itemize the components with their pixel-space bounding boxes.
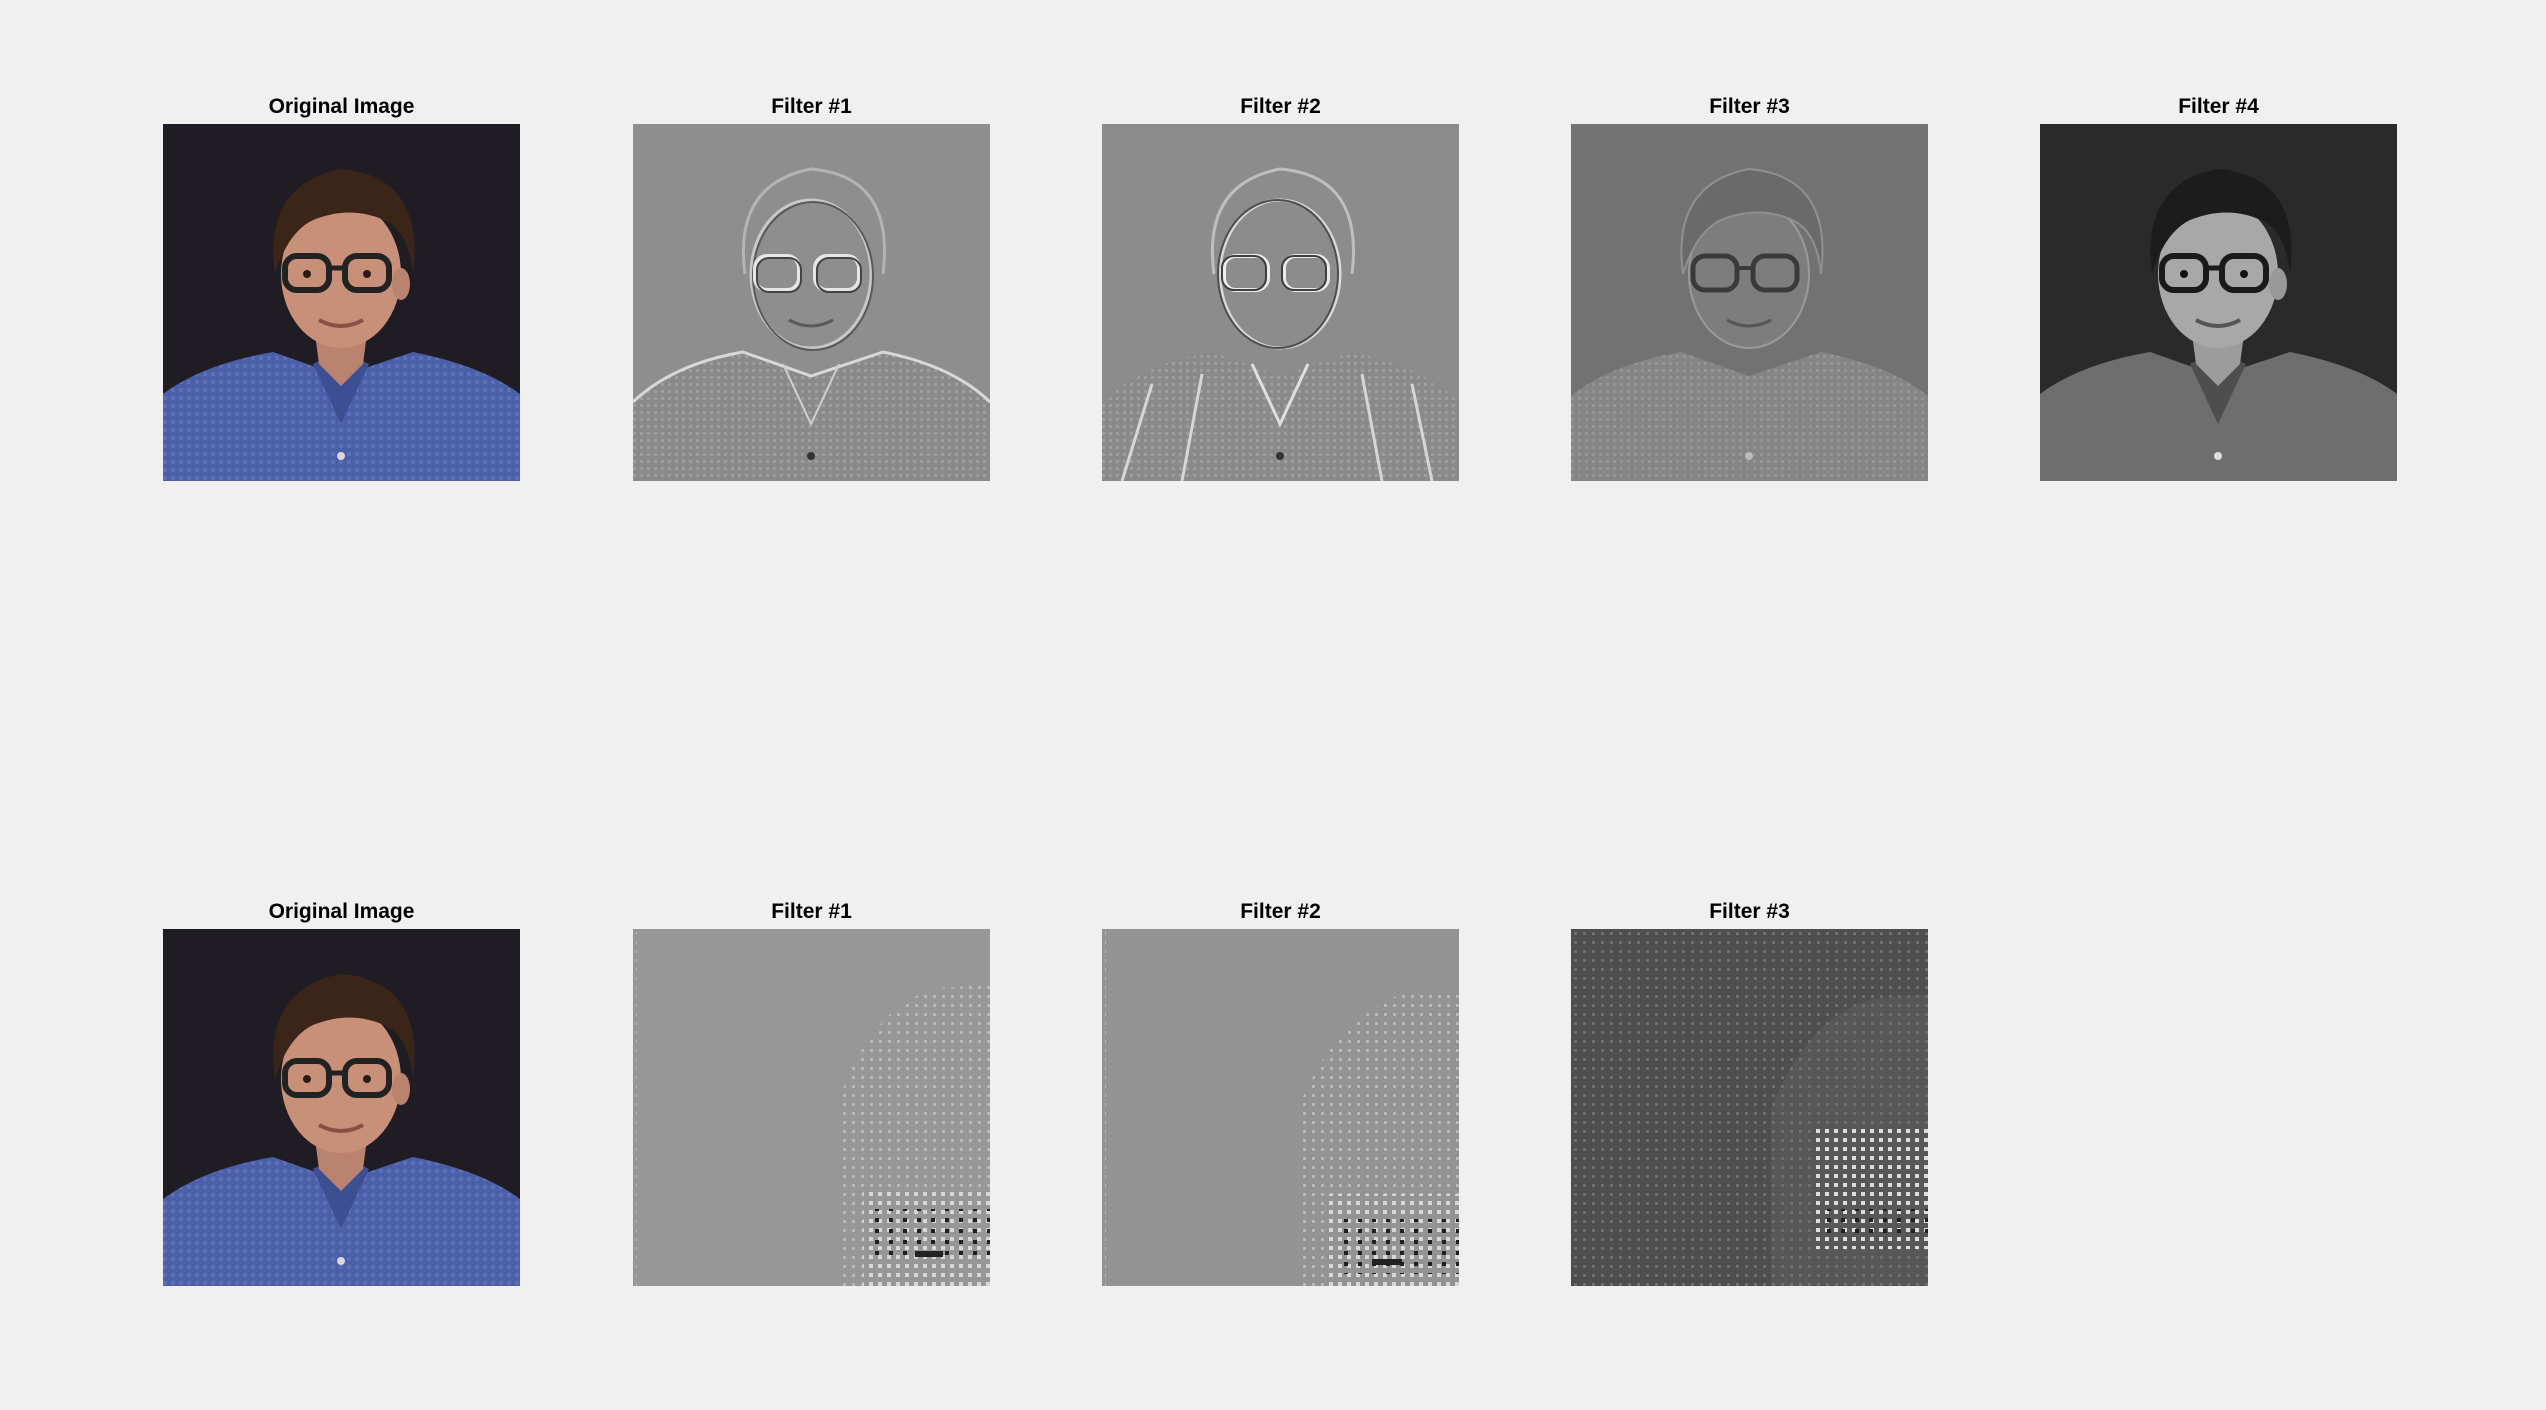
- filter-1-sparse-dot-image: [633, 929, 990, 1286]
- panel-title: Filter #4: [2178, 95, 2259, 118]
- panel-title: Filter #2: [1240, 95, 1321, 118]
- filter-4-grayscale-image: [2040, 124, 2397, 481]
- filter-1-emboss-image: [633, 124, 990, 481]
- filter-3-edge-image: [1571, 124, 1928, 481]
- filter-2-sparse-dot-image: [1102, 929, 1459, 1286]
- panel-title: Original Image: [268, 900, 415, 923]
- original-color-photo: [163, 929, 520, 1286]
- panel-title: Filter #3: [1709, 95, 1790, 118]
- panel-title: Filter #3: [1709, 900, 1790, 923]
- original-color-photo: [163, 124, 520, 481]
- panel-title: Filter #1: [771, 900, 852, 923]
- filter-2-emboss-image: [1102, 124, 1459, 481]
- panel-title: Original Image: [268, 95, 415, 118]
- filter-3-sparse-dot-image: [1571, 929, 1928, 1286]
- panel-title: Filter #2: [1240, 900, 1321, 923]
- panel-title: Filter #1: [771, 95, 852, 118]
